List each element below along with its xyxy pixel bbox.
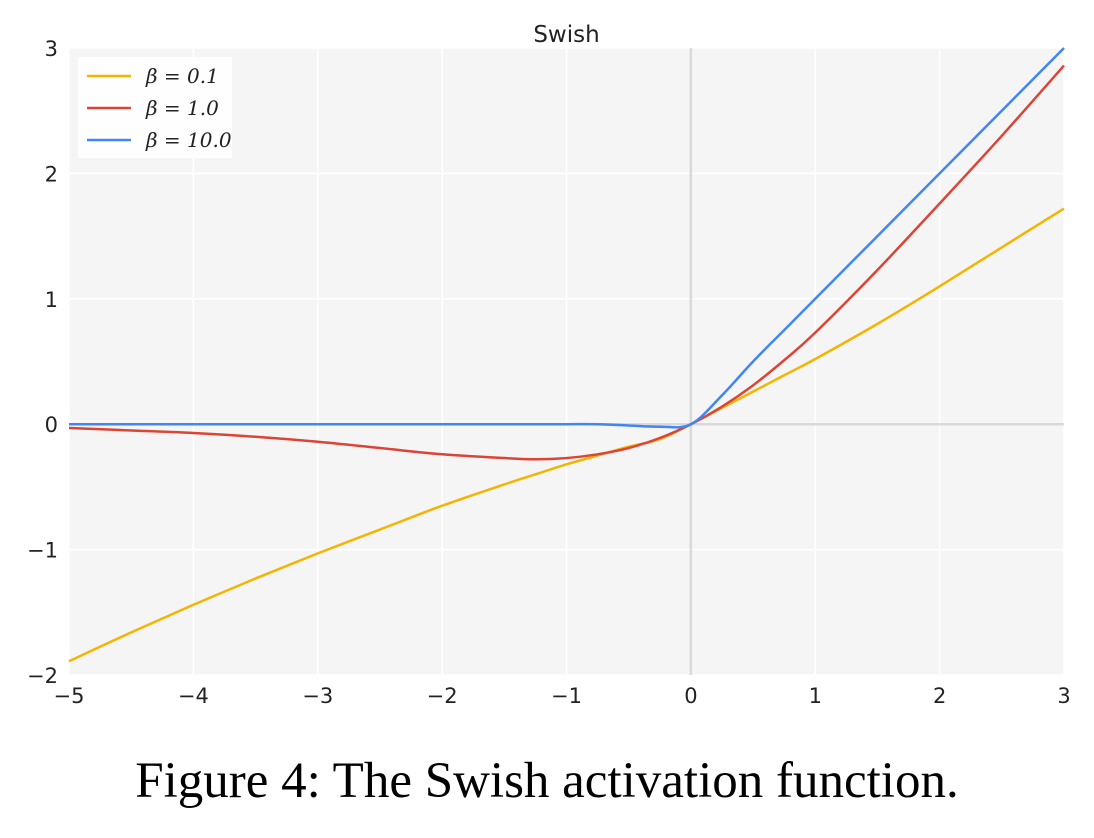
y-tick-label: 3	[45, 37, 58, 61]
y-tick-label: 1	[45, 288, 58, 312]
y-axis-tick-labels: −2 −1 0 1 2 3	[27, 37, 58, 688]
x-tick-label: −4	[178, 684, 209, 708]
legend-label: β = 10.0	[145, 128, 232, 152]
chart-title: Swish	[533, 22, 599, 48]
legend-label: β = 1.0	[145, 96, 219, 120]
y-tick-label: 2	[45, 162, 58, 186]
series-line-1	[68, 64, 1065, 461]
figure-caption: Figure 4: The Swish activation function.	[135, 753, 959, 809]
x-tick-label: 2	[933, 684, 946, 708]
x-axis-tick-labels: −5 −4 −3 −2 −1 0 1 2 3	[54, 684, 1071, 708]
x-tick-label: −5	[54, 684, 85, 708]
series-line-2	[69, 47, 1065, 429]
x-tick-label: 0	[684, 684, 697, 708]
x-tick-label: 3	[1057, 684, 1070, 708]
x-tick-label: −1	[551, 684, 582, 708]
series-lines	[68, 47, 1065, 663]
x-tick-label: −2	[427, 684, 458, 708]
x-tick-label: 1	[809, 684, 822, 708]
legend-label: β = 0.1	[145, 64, 219, 88]
y-tick-label: −1	[27, 539, 58, 563]
grid	[68, 47, 1065, 676]
y-tick-label: 0	[45, 413, 58, 437]
legend: β = 0.1 β = 1.0 β = 10.0	[78, 57, 232, 158]
y-tick-label: −2	[27, 664, 58, 688]
x-tick-label: −3	[302, 684, 333, 708]
